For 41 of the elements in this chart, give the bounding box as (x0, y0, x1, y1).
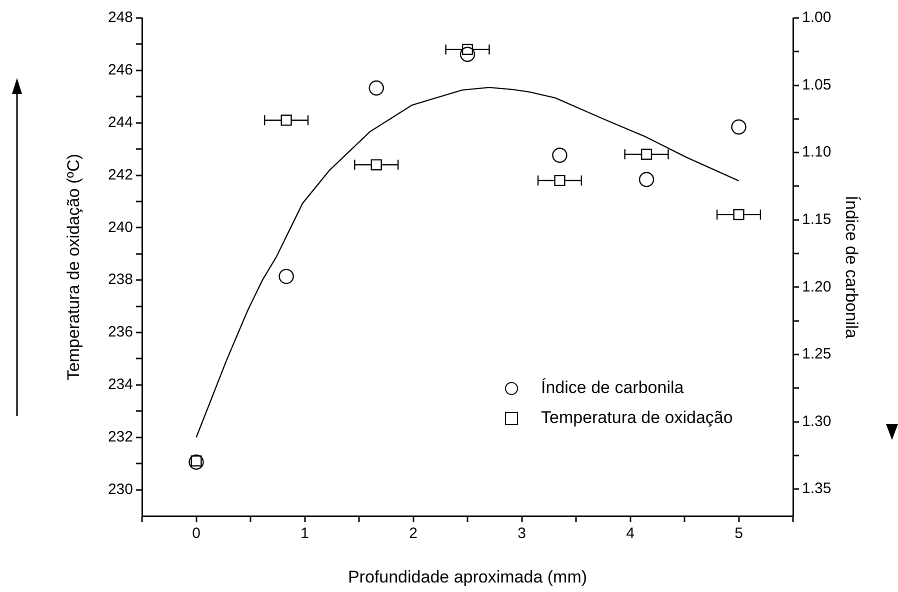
point (638, 172, 654, 188)
y-tick-label: 242 (108, 166, 133, 184)
legend-label: Temperatura de oxidação (541, 408, 733, 428)
y-tick-label: 248 (108, 9, 133, 26)
y-tick-label: 240 (108, 218, 133, 236)
x-tick-label: 4 (626, 525, 634, 542)
y2-tick-label: 1.35 (802, 480, 832, 498)
point (368, 80, 384, 96)
y2-tick-label: 1.20 (802, 278, 832, 296)
point (731, 119, 746, 135)
y2-axis-title: Índice de carbonila (842, 196, 862, 339)
x-axis-title: Profundidade aproximada (mm) (348, 567, 588, 586)
y-tick-label: 234 (108, 376, 133, 394)
y2-tick-label: 1.05 (802, 76, 832, 94)
y-tick-label: 230 (108, 480, 133, 498)
y2-tick-label: 1.25 (802, 346, 832, 363)
point (370, 159, 382, 170)
point (280, 114, 292, 126)
y2-tick-label: 1.30 (802, 412, 832, 430)
y-tick-label: 246 (108, 62, 133, 79)
y-tick-label: 238 (108, 271, 133, 288)
y2-tick-label: 1.00 (802, 9, 832, 26)
x-tick-label: 0 (192, 525, 200, 542)
point (278, 268, 294, 284)
legend-label: Índice de carbonila (541, 378, 684, 398)
y-axis-title: Temperatura de oxidação (ºC) (64, 154, 83, 380)
point (188, 454, 204, 470)
x-tick-label: 2 (409, 525, 418, 542)
x-tick-label: 5 (734, 525, 743, 542)
x-tick-label: 3 (518, 525, 526, 542)
y-tick-label: 232 (108, 428, 133, 446)
y2-tick-label: 1.10 (802, 144, 832, 161)
y-tick-label: 236 (108, 324, 133, 341)
point (554, 174, 566, 186)
point (460, 46, 476, 62)
point (640, 148, 652, 160)
point (552, 148, 568, 163)
y2-tick-label: 1.15 (802, 211, 832, 228)
point (733, 209, 744, 220)
y-tick-label: 244 (108, 114, 133, 131)
x-tick-label: 1 (300, 525, 309, 542)
